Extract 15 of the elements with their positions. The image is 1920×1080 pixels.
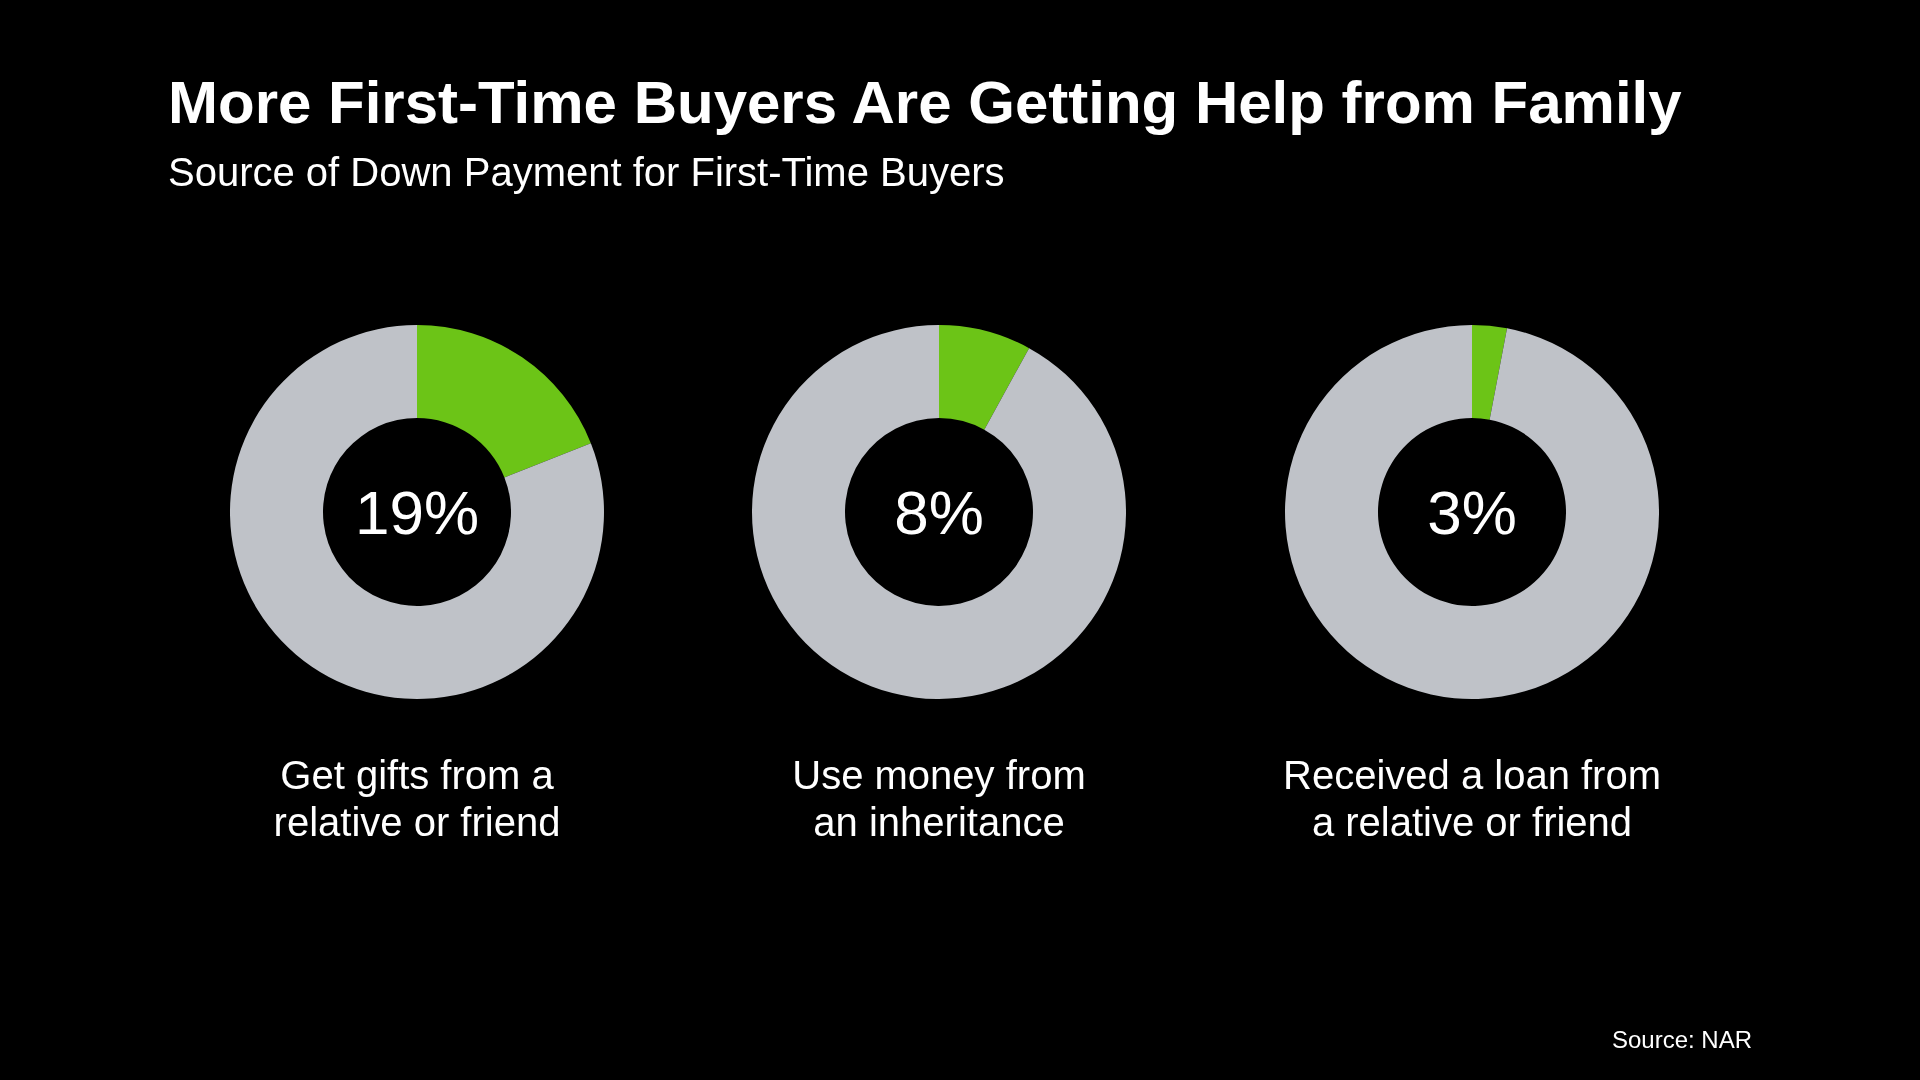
text: Received a loan from a relative or friend: [1283, 753, 1661, 844]
donut-slice: [417, 325, 591, 478]
donut-slice: [1472, 325, 1508, 420]
text: 8%: [894, 478, 984, 548]
donut-slice: [230, 325, 604, 699]
chart-subtitle: Source of Down Payment for First-Time Buyers: [168, 150, 1005, 194]
donut-slice: [1285, 325, 1659, 699]
text: 3%: [1427, 478, 1517, 548]
donut-slice: [752, 325, 1126, 699]
text: 19%: [354, 478, 480, 548]
text: Use money from an inheritance: [792, 753, 1086, 844]
text: Get gifts from a relative or friend: [273, 753, 561, 844]
text: More First-Time Buyers Are Getting Help from Family: [168, 69, 1682, 136]
donut-slice: [939, 325, 1030, 430]
source-note: Source: NAR: [1611, 1026, 1752, 1053]
